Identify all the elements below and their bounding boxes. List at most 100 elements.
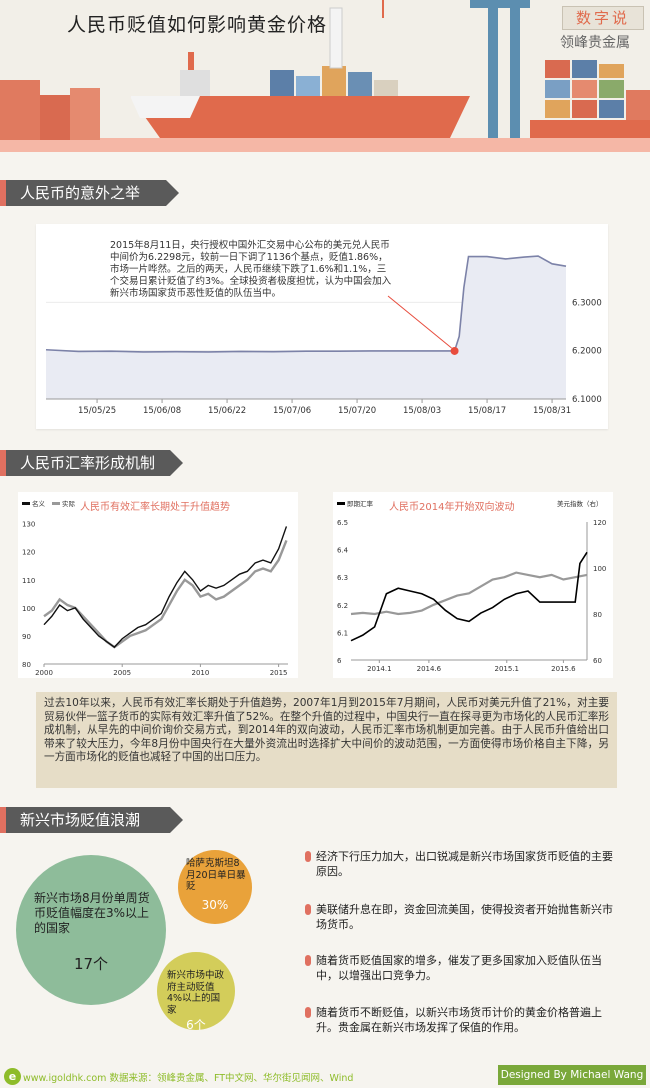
x-tick-label: 15/07/20 xyxy=(338,406,376,416)
effective-rate-chart-svg: 人民币有效汇率长期处于升值趋势 名义 实际 80 90 100 110 120 130 2000 2… xyxy=(22,499,288,677)
exchange-mechanism-paragraph: 过去10年以来，人民币有效汇率长期处于升值趋势，2007年1月到2015年7月期… xyxy=(36,692,617,788)
legend-label: 美元指数（右） xyxy=(557,499,603,508)
rmb-rate-chart: 6.1000 6.2000 6.3000 15/05/25 15/06/08 15/06/… xyxy=(36,224,608,429)
stat-label: 新兴市场8月份单周货币贬值幅度在3%以上的国家 xyxy=(34,891,150,935)
y-right-tick-label: 120 xyxy=(593,519,606,527)
y-tick-label: 130 xyxy=(22,521,35,529)
series-line-nominal xyxy=(43,526,288,649)
x-tick-label: 2014.6 xyxy=(417,665,442,673)
bullet-dot xyxy=(305,851,311,862)
section-banner-1: 人民币的意外之举 xyxy=(0,180,179,206)
legend-swatch xyxy=(52,502,60,505)
x-tick-label: 2010 xyxy=(191,669,209,677)
bullet-item: 随着货币贬值国家的增多，催发了更多国家加入贬值队伍当中，以增强出口竞争力。 xyxy=(305,953,616,983)
stat-value: 17个 xyxy=(73,955,109,973)
stat-label: 哈萨克斯坦8月20日单日暴贬 xyxy=(186,858,246,892)
bullet-text: 经济下行压力加大，出口锐减是新兴市场国家货币贬值的主要原因。 xyxy=(316,850,613,878)
y-left-tick-label: 6.5 xyxy=(337,519,348,527)
banner-arrow xyxy=(170,807,183,833)
page-title: 人民币贬值如何影响黄金价格 xyxy=(67,14,328,36)
banner-marker xyxy=(0,450,6,476)
legend-swatch xyxy=(337,502,345,505)
y-right-tick-label: 80 xyxy=(593,611,602,619)
x-tick-label: 2015.6 xyxy=(551,665,576,673)
designer-credit: Designed By Michael Wang xyxy=(498,1065,646,1085)
annotation-arrow xyxy=(387,295,452,349)
bullet-dot xyxy=(305,904,311,915)
x-tick-label: 15/08/17 xyxy=(468,406,506,416)
y-tick-label: 90 xyxy=(22,633,31,641)
y-tick-label: 100 xyxy=(22,605,35,613)
x-tick-label: 2000 xyxy=(35,669,53,677)
bullet-dot xyxy=(305,955,311,966)
x-tick-label: 15/05/25 xyxy=(78,406,116,416)
y-right-tick-label: 60 xyxy=(593,657,602,665)
section-banner-3: 新兴市场贬值浪潮 xyxy=(0,807,183,833)
bullet-text: 随着货币贬值国家的增多，催发了更多国家加入贬值队伍当中，以增强出口竞争力。 xyxy=(316,954,602,982)
y-tick-label: 6.2000 xyxy=(572,347,602,357)
y-left-tick-label: 6.4 xyxy=(337,547,349,555)
x-tick-label: 2014.1 xyxy=(367,665,392,673)
data-source-text: www.igoldhk.com 数据来源：领峰贵金属、FT中文网、华尔街见闻网、… xyxy=(23,1073,354,1084)
two-way-volatility-chart-svg: 人民币2014年开始双向波动 即期汇率 美元指数（右） 6 6.1 6.2 6.3 6.4 6.… xyxy=(337,499,606,673)
bullet-item: 随着货币不断贬值，以新兴市场货币计价的黄金价格普遍上升。贵金属在新兴市场发挥了保… xyxy=(305,1005,616,1035)
chart-title: 人民币2014年开始双向波动 xyxy=(389,500,514,513)
section-banner-2: 人民币汇率形成机制 xyxy=(0,450,183,476)
port-ship-illustration xyxy=(0,0,650,152)
y-tick-label: 80 xyxy=(22,661,31,669)
x-tick-label: 15/06/08 xyxy=(143,406,181,416)
y-tick-label: 6.3000 xyxy=(572,298,602,308)
y-left-tick-label: 6.2 xyxy=(337,602,348,610)
y-tick-label: 6.1000 xyxy=(572,395,602,405)
x-tick-label: 15/07/06 xyxy=(273,406,311,416)
series-line-real xyxy=(43,540,288,649)
company-name: 领峰贵金属 xyxy=(560,35,630,51)
y-tick-label: 120 xyxy=(22,549,35,557)
legend-label: 实际 xyxy=(62,499,76,508)
y-left-tick-label: 6.3 xyxy=(337,574,348,582)
rmb-rate-chart-svg: 6.1000 6.2000 6.3000 15/05/25 15/06/08 15/06/… xyxy=(45,255,602,416)
banner-arrow xyxy=(166,180,179,206)
bullet-item: 经济下行压力加大，出口锐减是新兴市场国家货币贬值的主要原因。 xyxy=(305,849,616,879)
stat-circle-active-devaluation: 新兴市场中政府主动贬值4%以上的国家 6个 xyxy=(157,952,235,1032)
y-right-tick-label: 100 xyxy=(593,565,606,573)
bullet-text: 随着货币不断贬值，以新兴市场货币计价的黄金价格普遍上升。贵金属在新兴市场发挥了保… xyxy=(316,1006,602,1034)
x-tick-label: 15/08/03 xyxy=(403,406,441,416)
x-tick-label: 2015 xyxy=(270,669,288,677)
legend-label: 名义 xyxy=(32,499,46,508)
header-illustration xyxy=(0,0,650,152)
series-line-dollar-index xyxy=(350,571,588,616)
rate-line xyxy=(45,255,567,353)
stat-label: 新兴市场中政府主动贬值4%以上的国家 xyxy=(167,970,225,1016)
banner-marker xyxy=(0,180,6,206)
x-tick-label: 15/06/22 xyxy=(208,406,246,416)
x-tick-label: 2005 xyxy=(113,669,131,677)
y-left-tick-label: 6.1 xyxy=(337,629,348,637)
bullet-dot xyxy=(305,1007,311,1018)
two-way-volatility-chart: 人民币2014年开始双向波动 即期汇率 美元指数（右） 6 6.1 6.2 6.3 6.4 6.… xyxy=(333,492,613,678)
x-tick-label: 15/08/31 xyxy=(533,406,571,416)
rate-area xyxy=(46,256,566,399)
bullet-item: 美联储升息在即，资金回流美国，使得投资者开始抛售新兴市场货币。 xyxy=(305,902,616,932)
y-tick-label: 110 xyxy=(22,577,35,585)
stat-value: 30% xyxy=(201,898,229,912)
legend-swatch xyxy=(22,502,30,505)
stat-circle-weekly-devaluation: 新兴市场8月份单周货币贬值幅度在3%以上的国家 17个 xyxy=(16,855,166,1005)
section-title-1: 人民币的意外之举 xyxy=(20,184,141,202)
y-left-tick-label: 6 xyxy=(337,657,342,665)
section-title-2: 人民币汇率形成机制 xyxy=(20,454,156,472)
series-line-spot-rate xyxy=(350,551,588,642)
site-logo-icon: e xyxy=(4,1068,21,1085)
annotation-marker xyxy=(450,346,459,355)
effective-rate-chart: 人民币有效汇率长期处于升值趋势 名义 实际 80 90 100 110 120 130 2000 2… xyxy=(18,492,298,678)
banner-arrow xyxy=(170,450,183,476)
stat-value: 6个 xyxy=(186,1018,206,1032)
series-badge: 数字说 xyxy=(562,6,644,30)
chart-title: 人民币有效汇率长期处于升值趋势 xyxy=(80,500,230,513)
banner-marker xyxy=(0,807,6,833)
chart-annotation-text: 2015年8月11日，央行授权中国外汇交易中心公布的美元兑人民币中间价为6.22… xyxy=(110,240,392,299)
x-tick-label: 2015.1 xyxy=(495,665,520,673)
section-title-3: 新兴市场贬值浪潮 xyxy=(20,811,141,829)
legend-label: 即期汇率 xyxy=(347,499,374,508)
stat-circle-kazakhstan: 哈萨克斯坦8月20日单日暴贬 30% xyxy=(178,850,252,924)
